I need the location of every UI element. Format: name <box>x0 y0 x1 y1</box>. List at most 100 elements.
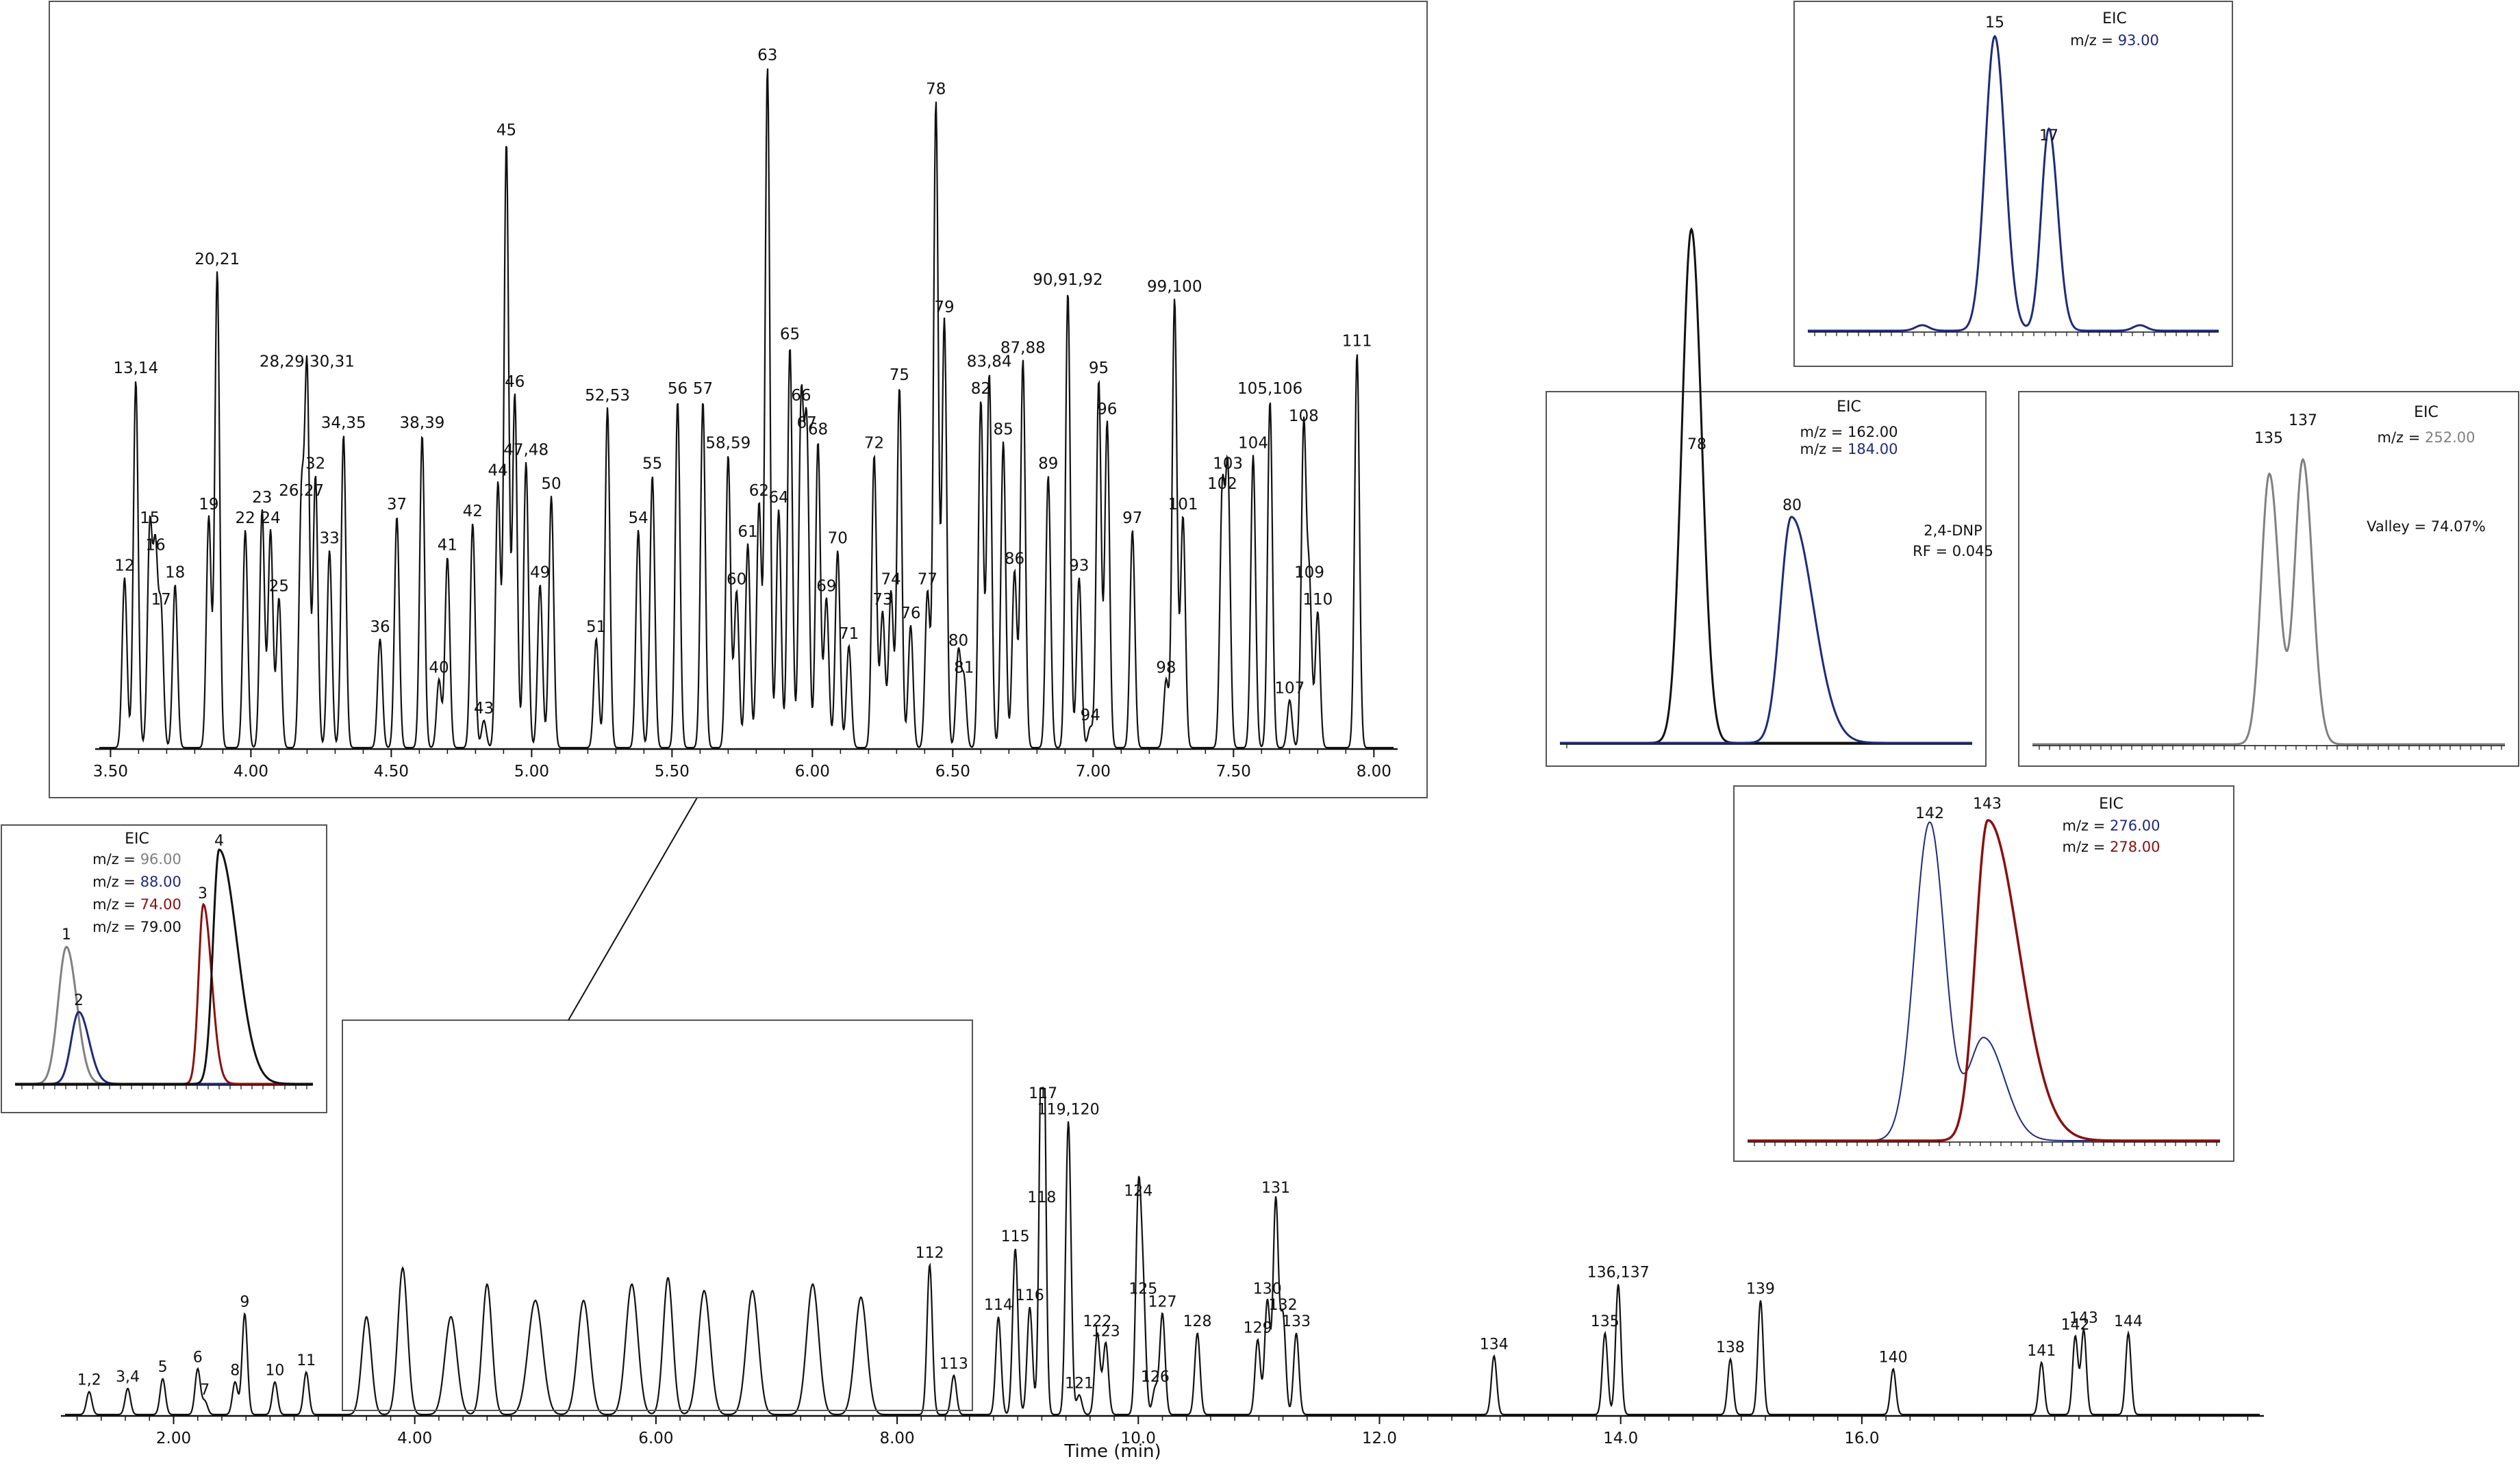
peak-label: 105,106 <box>1237 380 1302 398</box>
eic-mz-line: m/z = 88.00 <box>92 874 181 890</box>
eic-trace <box>2032 457 2505 746</box>
peak-label: 62 <box>749 482 769 500</box>
peak-label: 37 <box>387 496 407 514</box>
peak-label: 11 <box>297 1352 316 1369</box>
peak-label: 121 <box>1065 1375 1094 1392</box>
zoom-trace <box>99 68 1394 749</box>
peak-label: 46 <box>505 373 525 391</box>
peak-label: 86 <box>1005 550 1024 568</box>
peak-label: 49 <box>530 563 550 581</box>
peak-label: 111 <box>1342 332 1372 350</box>
peak-label: 1,2 <box>77 1372 101 1389</box>
peak-label: 79 <box>934 299 954 316</box>
peak-label: 122 <box>1083 1313 1111 1330</box>
peak-label: 18 <box>165 563 185 581</box>
eic-peak-label: 2 <box>74 992 84 1009</box>
peak-label: 69 <box>816 577 836 595</box>
peak-label: 117 <box>1029 1085 1057 1102</box>
peak-label: 85 <box>993 421 1013 439</box>
peak-label: 16 <box>145 537 165 555</box>
eic-panel-peaks-142-143: EIC m/z = 276.00 m/z = 278.00 142 143 <box>1733 785 2234 1162</box>
x-tick-label: 4.50 <box>374 763 409 781</box>
peak-label: 81 <box>954 659 974 677</box>
eic-mz-line: m/z = 278.00 <box>2063 839 2160 855</box>
peak-label: 7 <box>200 1382 210 1399</box>
eic-peak-label: 1 <box>62 926 71 943</box>
peak-label: 108 <box>1289 407 1319 425</box>
x-tick-label: 5.00 <box>514 763 549 781</box>
x-tick-label: 14.0 <box>1603 1430 1638 1447</box>
x-tick-label: 2.00 <box>156 1430 191 1447</box>
peak-label: 24 <box>260 509 280 527</box>
peak-label: 126 <box>1141 1369 1170 1386</box>
eic-frame <box>1546 391 1987 767</box>
peak-label: 139 <box>1746 1280 1775 1297</box>
x-tick-label: 8.00 <box>879 1430 914 1447</box>
x-tick-label: 16.0 <box>1844 1430 1879 1447</box>
eic-peak-label: 80 <box>1782 497 1802 514</box>
peak-label: 32 <box>305 455 325 472</box>
eic-panel-peaks-135-137: EIC m/z = 252.00 135 137 Valley = 74.07% <box>2018 391 2519 767</box>
peak-label: 96 <box>1097 401 1117 418</box>
eic-peak-label: 135 <box>2254 430 2283 447</box>
eic-frame <box>1 824 327 1113</box>
peak-label: 136,137 <box>1587 1265 1650 1282</box>
peak-label: 116 <box>1016 1287 1044 1304</box>
peak-label: 131 <box>1261 1180 1290 1197</box>
peak-label: 42 <box>463 503 483 520</box>
peak-label: 22 <box>236 509 255 527</box>
eic-title: EIC <box>125 831 149 848</box>
x-tick-label: 12.0 <box>1362 1430 1397 1447</box>
peak-label: 99,100 <box>1147 278 1202 296</box>
peak-label: 97 <box>1122 509 1142 527</box>
peak-label: 70 <box>828 530 848 548</box>
x-tick-label: 7.00 <box>1076 763 1111 781</box>
peak-label: 64 <box>769 489 789 507</box>
zoom-connector-line <box>568 797 698 1021</box>
peak-label: 144 <box>2114 1313 2143 1330</box>
peak-label: 89 <box>1038 455 1058 472</box>
peak-label: 55 <box>642 455 662 472</box>
eic-trace <box>1560 516 1972 744</box>
peak-label: 61 <box>738 523 757 541</box>
peak-label: 75 <box>890 366 909 384</box>
peak-label: 90,91,92 <box>1033 271 1102 289</box>
x-tick-label: 5.50 <box>655 763 690 781</box>
peak-label: 128 <box>1183 1313 1212 1330</box>
eic-mz-line: m/z = 184.00 <box>1800 441 1898 457</box>
peak-label: 114 <box>984 1297 1013 1314</box>
peak-label: 54 <box>629 509 648 527</box>
eic-trace <box>1748 819 2220 1142</box>
eic-title: EIC <box>2414 404 2439 421</box>
peak-label: 73 <box>872 591 892 609</box>
peak-label: 56 <box>668 380 688 398</box>
peak-label: 141 <box>2027 1343 2056 1360</box>
peak-label: 82 <box>971 380 991 398</box>
peak-label: 26,27 <box>279 482 324 500</box>
peak-label: 67 <box>797 414 817 432</box>
eic-peak-label: 3 <box>198 885 207 902</box>
peak-label: 10 <box>265 1362 284 1379</box>
zoom-panel-frame <box>49 1 1428 798</box>
peak-label: 102 <box>1207 475 1237 493</box>
x-tick-label: 7.50 <box>1216 763 1251 781</box>
peak-label: 6 <box>193 1349 203 1366</box>
main-trace <box>65 1087 2260 1416</box>
x-tick-label: 6.00 <box>795 763 830 781</box>
peak-label: 47,48 <box>503 442 549 459</box>
eic-mz-line: m/z = 276.00 <box>2063 818 2160 834</box>
peak-label: 103 <box>1213 455 1243 472</box>
zoom-region-box <box>342 1019 973 1411</box>
eic-title: EIC <box>1837 398 1861 416</box>
peak-label: 68 <box>808 421 828 439</box>
x-tick-label: 4.00 <box>234 763 268 781</box>
eic-mz-line: m/z = 162.00 <box>1800 424 1898 440</box>
peak-label: 60 <box>727 570 746 588</box>
peak-label: 71 <box>839 625 859 643</box>
eic-title: EIC <box>2102 10 2127 27</box>
peak-label: 33 <box>320 530 340 548</box>
peak-label: 115 <box>1001 1228 1030 1245</box>
peak-label: 58,59 <box>705 435 751 453</box>
peak-label: 19 <box>199 496 218 514</box>
main-x-axis-label: Time (min) <box>1063 1441 1161 1462</box>
